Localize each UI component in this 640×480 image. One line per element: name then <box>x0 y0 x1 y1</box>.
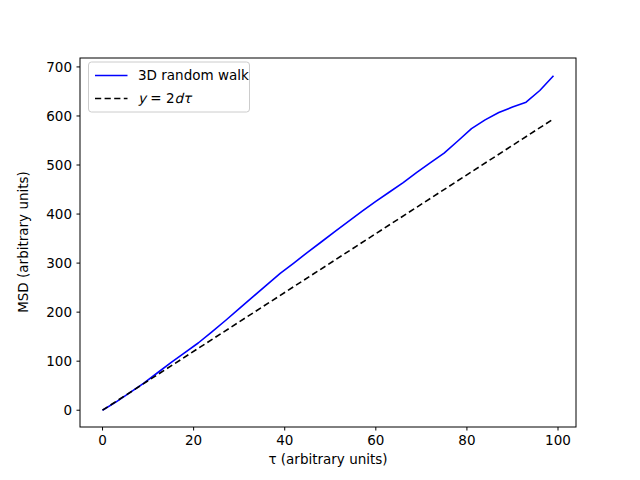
x-axis-ticks: 0 20 40 60 80 100 <box>98 427 571 448</box>
plot-border <box>80 58 576 427</box>
series-line-1 <box>103 119 554 410</box>
x-tick-label: 100 <box>545 432 571 448</box>
x-axis-label: τ (arbitrary units) <box>268 451 387 467</box>
y-tick-label: 700 <box>46 59 72 75</box>
series-line-0 <box>103 76 554 410</box>
legend-box: 3D random walk y = 2dτ <box>89 62 250 112</box>
y-axis-label: MSD (arbitrary units) <box>15 171 31 313</box>
legend-label-1: y = 2dτ <box>138 90 193 106</box>
chart-figure: 0 20 40 60 80 100 0 100 200 300 400 500 600 700 3D r… <box>0 0 640 480</box>
y-tick-label: 500 <box>46 157 72 173</box>
y-tick-label: 200 <box>46 304 72 320</box>
x-tick-label: 20 <box>185 432 202 448</box>
series-lines <box>103 76 554 410</box>
plot-frame <box>80 58 576 427</box>
y-axis-ticks: 0 100 200 300 400 500 600 700 <box>46 59 80 418</box>
y-tick-label: 100 <box>46 353 72 369</box>
legend-label-0: 3D random walk <box>138 67 249 83</box>
x-tick-label: 60 <box>367 432 384 448</box>
y-tick-label: 400 <box>46 206 72 222</box>
y-tick-label: 600 <box>46 108 72 124</box>
chart-canvas: 0 20 40 60 80 100 0 100 200 300 400 500 600 700 3D r… <box>0 0 640 480</box>
x-tick-label: 40 <box>276 432 293 448</box>
x-tick-label: 0 <box>98 432 107 448</box>
x-tick-label: 80 <box>458 432 475 448</box>
y-tick-label: 300 <box>46 255 72 271</box>
y-tick-label: 0 <box>63 402 72 418</box>
